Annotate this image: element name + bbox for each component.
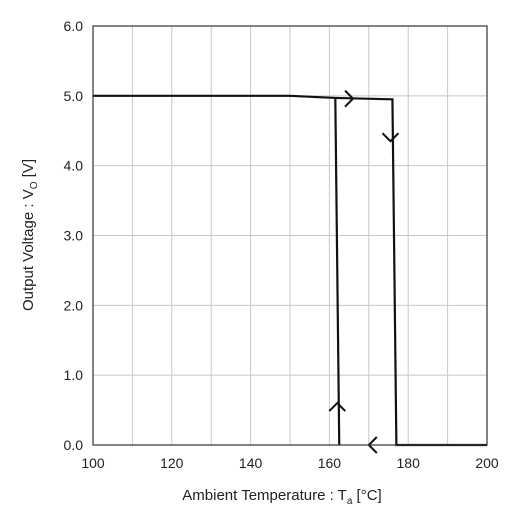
y-axis-label-main: Output Voltage : V — [20, 189, 37, 311]
y-tick-label: 2.0 — [64, 297, 84, 313]
grid-lines — [93, 26, 487, 445]
arrow-up-icon — [328, 401, 346, 412]
y-tick-label: 5.0 — [64, 88, 84, 104]
y-axis-label-unit: [V] — [20, 159, 37, 182]
x-tick-label: 160 — [318, 455, 342, 471]
x-axis-label-subscript: a — [347, 496, 353, 507]
arrow-down-icon — [381, 132, 400, 143]
y-tick-label: 0.0 — [64, 437, 84, 453]
x-tick-label: 100 — [81, 455, 105, 471]
series-line — [334, 97, 341, 446]
x-tick-label: 120 — [160, 455, 184, 471]
x-tick-label: 200 — [475, 455, 499, 471]
y-tick-label: 3.0 — [64, 228, 84, 244]
plot-frame — [92, 25, 488, 446]
x-axis-label: Ambient Temperature : Ta [°C] — [182, 487, 381, 507]
x-axis-label-unit: [°C] — [352, 487, 381, 504]
x-axis-label-main: Ambient Temperature : T — [182, 487, 347, 504]
x-tick-label: 180 — [397, 455, 421, 471]
x-tick-label: 140 — [239, 455, 263, 471]
arrow-right-icon — [344, 89, 355, 108]
y-axis-label-subscript: O — [29, 181, 40, 189]
y-tick-label: 1.0 — [64, 367, 84, 383]
y-tick-label: 4.0 — [64, 158, 84, 174]
y-tick-label: 6.0 — [64, 18, 84, 34]
tick-labels: 100 120 140 160 180 200 0.0 1.0 2.0 3.0 4.0 5.0 6.0 — [64, 18, 499, 471]
direction-arrows — [328, 89, 400, 454]
y-axis-label: Output Voltage : VO [V] — [20, 159, 40, 311]
